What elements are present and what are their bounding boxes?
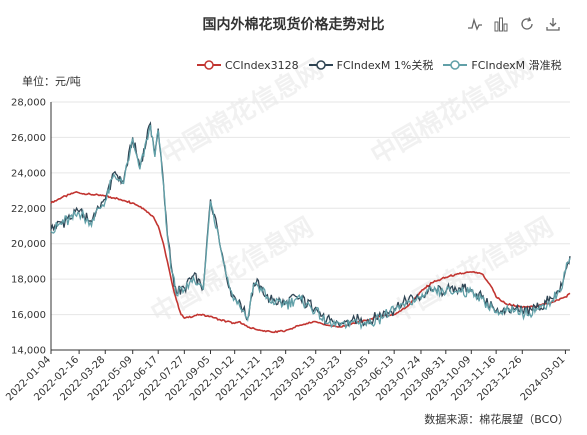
y-tick-label: 14,000 [11, 346, 46, 357]
chart-toolbox [467, 16, 561, 32]
legend-item-cc[interactable]: CCIndex3128 [197, 57, 299, 73]
chart-title: 国内外棉花现货价格走势对比 [202, 17, 385, 33]
y-tick-label: 20,000 [11, 239, 46, 250]
chart-legend: CCIndex3128 FCIndexM 1%关税 FCIndexM 滑准税 [197, 57, 562, 73]
bar-chart-icon[interactable] [493, 16, 509, 32]
line-chart-icon[interactable] [467, 16, 483, 32]
legend-item-fc1[interactable]: FCIndexM 1%关税 [308, 57, 434, 73]
legend-item-fc2[interactable]: FCIndexM 滑准税 [443, 57, 562, 73]
y-tick-label: 18,000 [11, 275, 46, 286]
y-tick-label: 28,000 [11, 98, 46, 109]
y-axis-unit: 单位：元/吨 [22, 75, 81, 88]
series-line-fcindexm-1pct [50, 121, 571, 328]
legend-label-fc2: FCIndexM 滑准税 [471, 59, 562, 72]
legend-marker-cc [197, 60, 221, 70]
legend-label-fc1: FCIndexM 1%关税 [336, 59, 434, 72]
legend-label-cc: CCIndex3128 [225, 58, 299, 72]
y-tick-label: 26,000 [11, 133, 46, 144]
series-line-ccindex3128 [50, 191, 571, 334]
legend-marker-fc2 [443, 60, 468, 70]
y-tick-label: 24,000 [11, 168, 46, 179]
series-line-fcindexm-sliding [50, 124, 571, 331]
y-tick-label: 22,000 [11, 204, 46, 215]
save-image-icon[interactable] [545, 16, 561, 32]
x-tick-label: 2024-03-01 [519, 354, 568, 403]
restore-icon[interactable] [519, 16, 535, 32]
legend-marker-fc1 [308, 60, 333, 70]
data-source: 数据来源：棉花展望（BCO） [424, 413, 569, 426]
y-tick-label: 16,000 [11, 310, 46, 321]
